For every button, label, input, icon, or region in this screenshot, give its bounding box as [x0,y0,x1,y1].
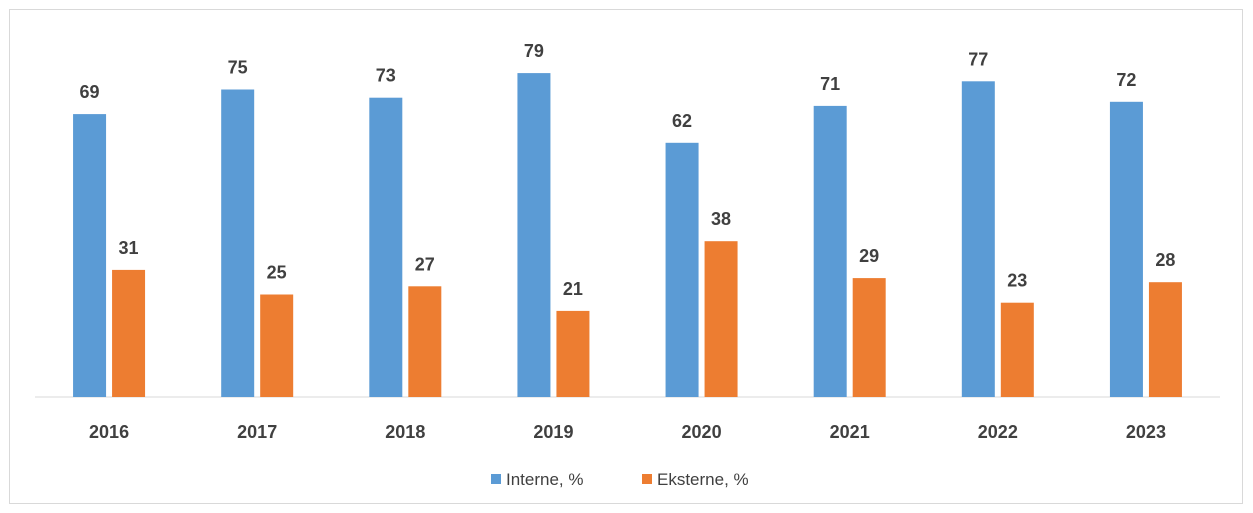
bar-eksterne-2016 [112,269,146,397]
x-tick-label-2017: 2017 [237,422,277,442]
bar-eksterne-2019 [556,310,590,397]
data-label-eksterne-2021: 29 [859,246,879,266]
x-tick-label-2021: 2021 [830,422,870,442]
data-label-eksterne-2022: 23 [1007,271,1027,291]
bar-eksterne-2018 [408,286,442,397]
bar-eksterne-2022 [1000,302,1034,397]
data-label-interne-2017: 75 [228,58,248,78]
bar-interne-2020 [665,142,699,397]
legend-label-eksterne: Eksterne, % [657,470,749,489]
data-label-eksterne-2019: 21 [563,279,583,299]
bar-interne-2022 [961,81,995,398]
x-tick-label-2020: 2020 [682,422,722,442]
bar-interne-2018 [369,97,403,397]
data-label-interne-2018: 73 [376,66,396,86]
x-tick-labels-group: 2016 2017 2018 2019 2020 2021 2022 2023 [89,422,1166,442]
x-tick-label-2019: 2019 [533,422,573,442]
data-label-eksterne-2016: 31 [119,238,139,258]
bar-eksterne-2017 [260,294,294,397]
data-label-interne-2021: 71 [820,74,840,94]
data-label-interne-2019: 79 [524,41,544,61]
data-label-eksterne-2018: 27 [415,254,435,274]
data-labels-group: 69 31 75 25 73 27 79 21 62 38 71 29 77 23 72 28 [80,41,1176,299]
bar-interne-2016 [73,114,107,397]
data-label-eksterne-2020: 38 [711,209,731,229]
bars-group [73,73,1182,398]
legend: Interne, % Eksterne, % [491,470,749,489]
legend-label-interne: Interne, % [506,470,584,489]
x-tick-label-2016: 2016 [89,422,129,442]
legend-swatch-interne [491,474,501,484]
data-label-interne-2016: 69 [80,82,100,102]
data-label-interne-2022: 77 [968,49,988,69]
bar-interne-2023 [1109,101,1143,398]
bar-interne-2021 [813,105,847,398]
bar-interne-2017 [221,89,255,397]
legend-swatch-eksterne [642,474,652,484]
data-label-interne-2020: 62 [672,111,692,131]
bar-interne-2019 [517,73,551,397]
chart-frame [9,9,1243,504]
x-tick-label-2022: 2022 [978,422,1018,442]
data-label-eksterne-2017: 25 [267,263,287,283]
x-tick-label-2023: 2023 [1126,422,1166,442]
bar-eksterne-2023 [1148,282,1182,397]
x-tick-label-2018: 2018 [385,422,425,442]
data-label-interne-2023: 72 [1116,70,1136,90]
bar-eksterne-2020 [704,241,738,397]
bar-eksterne-2021 [852,278,886,397]
data-label-eksterne-2023: 28 [1155,250,1175,270]
